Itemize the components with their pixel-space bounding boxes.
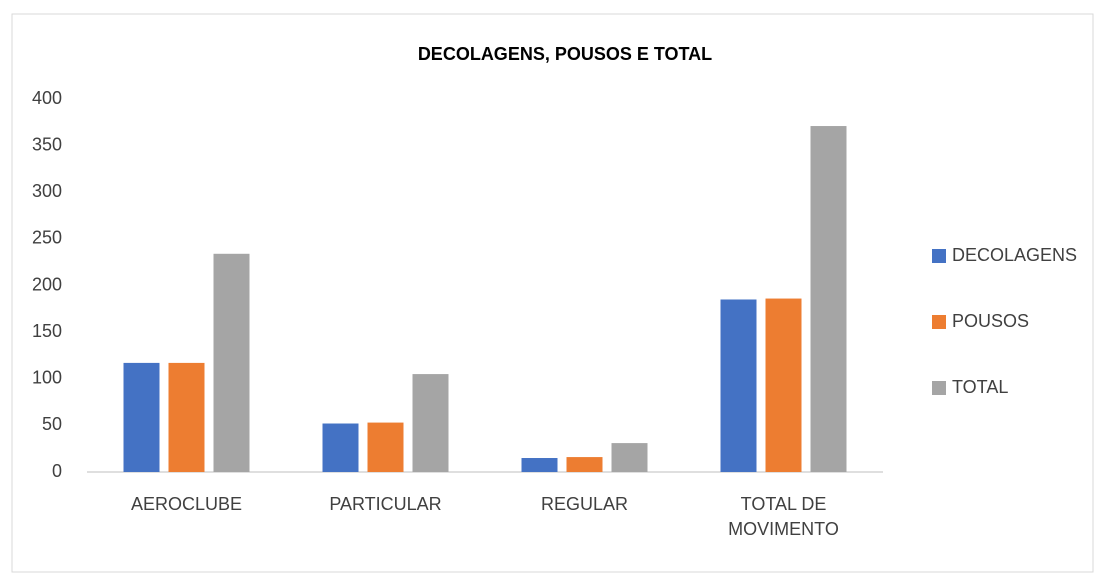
y-tick-label: 350	[32, 134, 62, 154]
bar	[322, 423, 359, 472]
bar	[720, 299, 757, 472]
x-tick-label: TOTAL DE MOVIMENTO	[728, 494, 839, 539]
y-tick-label: 400	[32, 88, 62, 108]
legend-label: DECOLAGENS	[952, 245, 1077, 265]
bar	[123, 362, 160, 472]
bar	[611, 443, 648, 472]
y-tick-label: 100	[32, 368, 62, 388]
x-tick-label: AEROCLUBE	[130, 494, 243, 514]
bar	[810, 126, 847, 472]
chart-title: DECOLAGENS, POUSOS E TOTAL	[418, 44, 712, 64]
y-tick-label: 0	[52, 461, 62, 481]
legend-label: POUSOS	[952, 311, 1029, 331]
bar	[367, 422, 404, 472]
chart-border	[11, 13, 1094, 573]
legend-label: TOTAL	[952, 377, 1008, 397]
bar	[213, 253, 250, 472]
legend-swatch	[932, 381, 946, 395]
y-tick-label: 200	[32, 274, 62, 294]
legend-swatch	[932, 315, 946, 329]
bar	[566, 457, 603, 472]
bar	[765, 298, 802, 472]
bar	[521, 458, 558, 472]
y-tick-label: 150	[32, 321, 62, 341]
bar	[412, 374, 449, 472]
y-tick-label: 300	[32, 181, 62, 201]
bar	[168, 362, 205, 472]
y-tick-label: 250	[32, 228, 62, 248]
legend-swatch	[932, 249, 946, 263]
y-tick-label: 50	[42, 414, 62, 434]
x-tick-label: PARTICULAR	[329, 494, 442, 514]
x-tick-label: REGULAR	[540, 494, 629, 514]
